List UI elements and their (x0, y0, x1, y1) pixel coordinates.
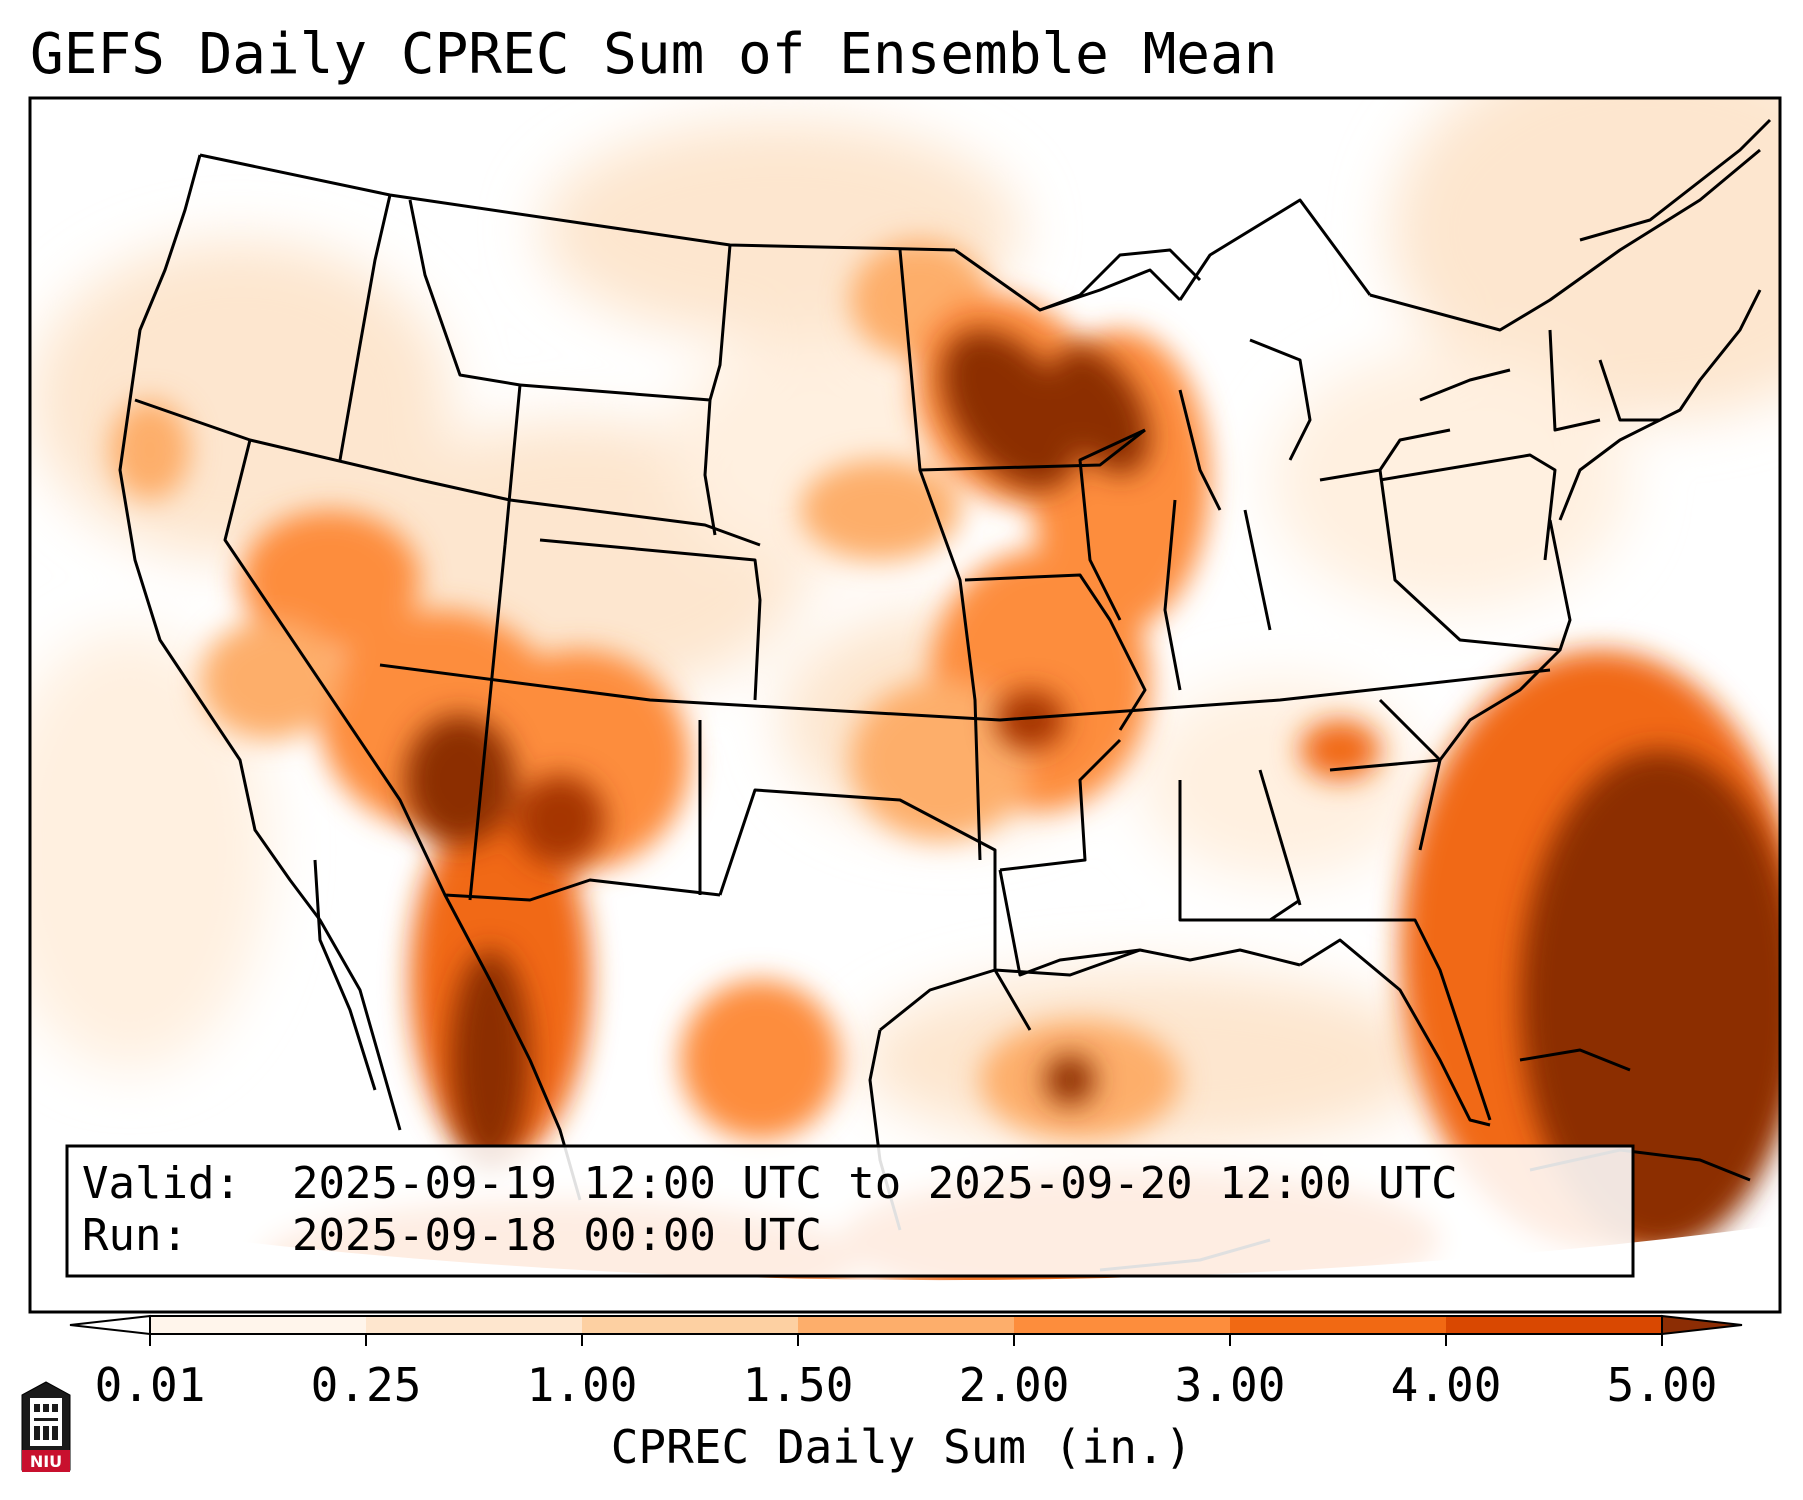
colorbar-segment (150, 1316, 367, 1334)
map-frame (28, 96, 1782, 1314)
colorbar-tick-label: 4.00 (1390, 1358, 1502, 1412)
valid-value: 2025-09-19 12:00 UTC to 2025-09-20 12:00… (292, 1158, 1458, 1209)
colorbar-outline (149, 1315, 1663, 1335)
colorbar-tick-label: 1.00 (526, 1358, 638, 1412)
niu-logo-text: NIU (30, 1452, 62, 1471)
map-title: GEFS Daily CPREC Sum of Ensemble Mean (30, 22, 1278, 87)
colorbar-tick-label: 2.00 (958, 1358, 1070, 1412)
colorbar-label: CPREC Daily Sum (in.) (610, 1420, 1193, 1474)
colorbar-extend-low (69, 1314, 151, 1336)
colorbar-tick-label: 0.25 (310, 1358, 422, 1412)
colorbar-segment (1230, 1316, 1447, 1334)
colorbar-tick-label: 1.50 (742, 1358, 854, 1412)
colorbar-segment (1014, 1316, 1231, 1334)
valid-label: Valid: (82, 1158, 241, 1209)
colorbar-segment (366, 1316, 583, 1334)
colorbar-segment (798, 1316, 1015, 1334)
niu-logo: NIU (21, 1381, 71, 1472)
state-boundaries (134, 148, 1761, 1121)
precip-field (30, 98, 1780, 1312)
colorbar-extend-high (1661, 1314, 1743, 1336)
colorbar-tick-label: 3.00 (1174, 1358, 1286, 1412)
colorbar (69, 1314, 1743, 1346)
valid-run-box: Valid: 2025-09-19 12:00 UTC to 2025-09-2… (65, 1144, 1635, 1278)
colorbar-tick-label: 0.01 (94, 1358, 206, 1412)
colorbar-tick-label: 5.00 (1606, 1358, 1718, 1412)
run-label: Run: (82, 1210, 188, 1261)
colorbar-segment (582, 1316, 799, 1334)
run-value: 2025-09-18 00:00 UTC (292, 1210, 822, 1261)
colorbar-segment (1446, 1316, 1663, 1334)
